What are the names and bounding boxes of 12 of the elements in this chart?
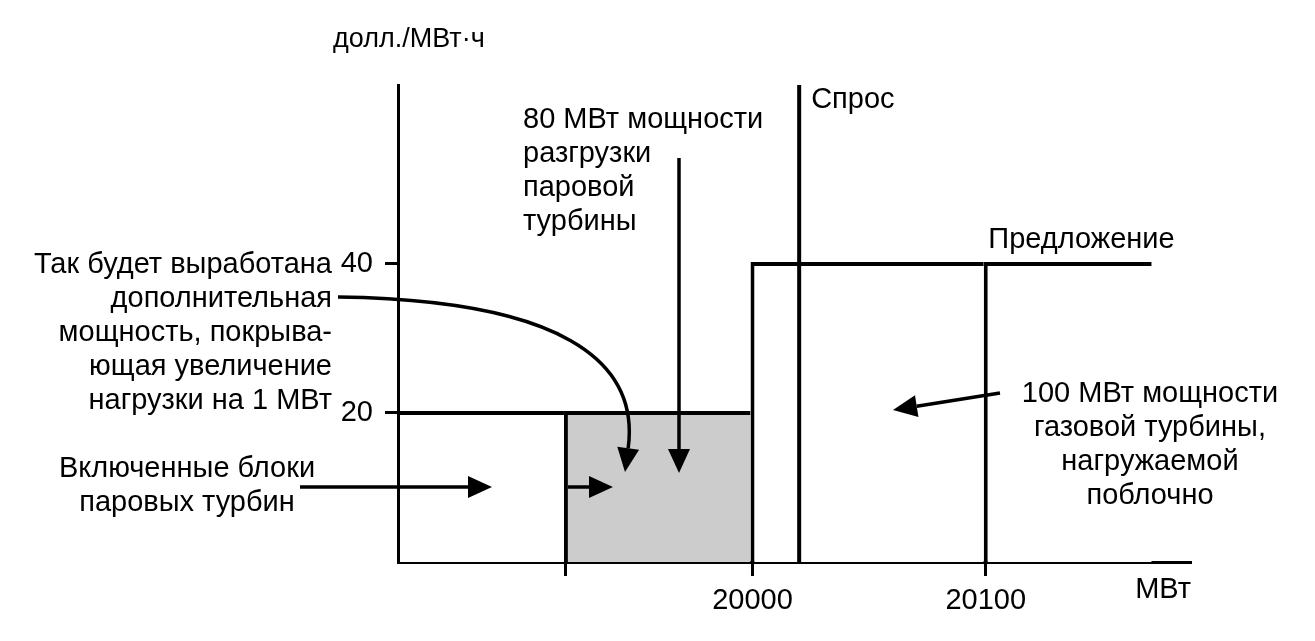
x-tick-label: 20000 (712, 583, 793, 616)
x-axis-title: МВт (1135, 572, 1191, 604)
y-axis-title: долл./МВт·ч (333, 23, 485, 53)
annotation: 100 МВт мощности газовой турбины, нагружаемой поблочно (1021, 376, 1279, 510)
y-tick-label: 20 (340, 394, 373, 427)
ref-line-label: Спрос (811, 82, 895, 114)
y-tick-label: 40 (340, 245, 373, 278)
series-label: Предложение (988, 221, 1175, 254)
text: Так будет выработана дополнительная мощность, покрыва- ющая увеличение нагрузки на 1 МВт (33, 247, 333, 415)
annotation: 80 МВт мощности разгрузки паровой турбины (523, 102, 764, 236)
text: Включенные блоки паровых турбин (58, 451, 316, 517)
x-tick-label: 20100 (945, 583, 1027, 616)
